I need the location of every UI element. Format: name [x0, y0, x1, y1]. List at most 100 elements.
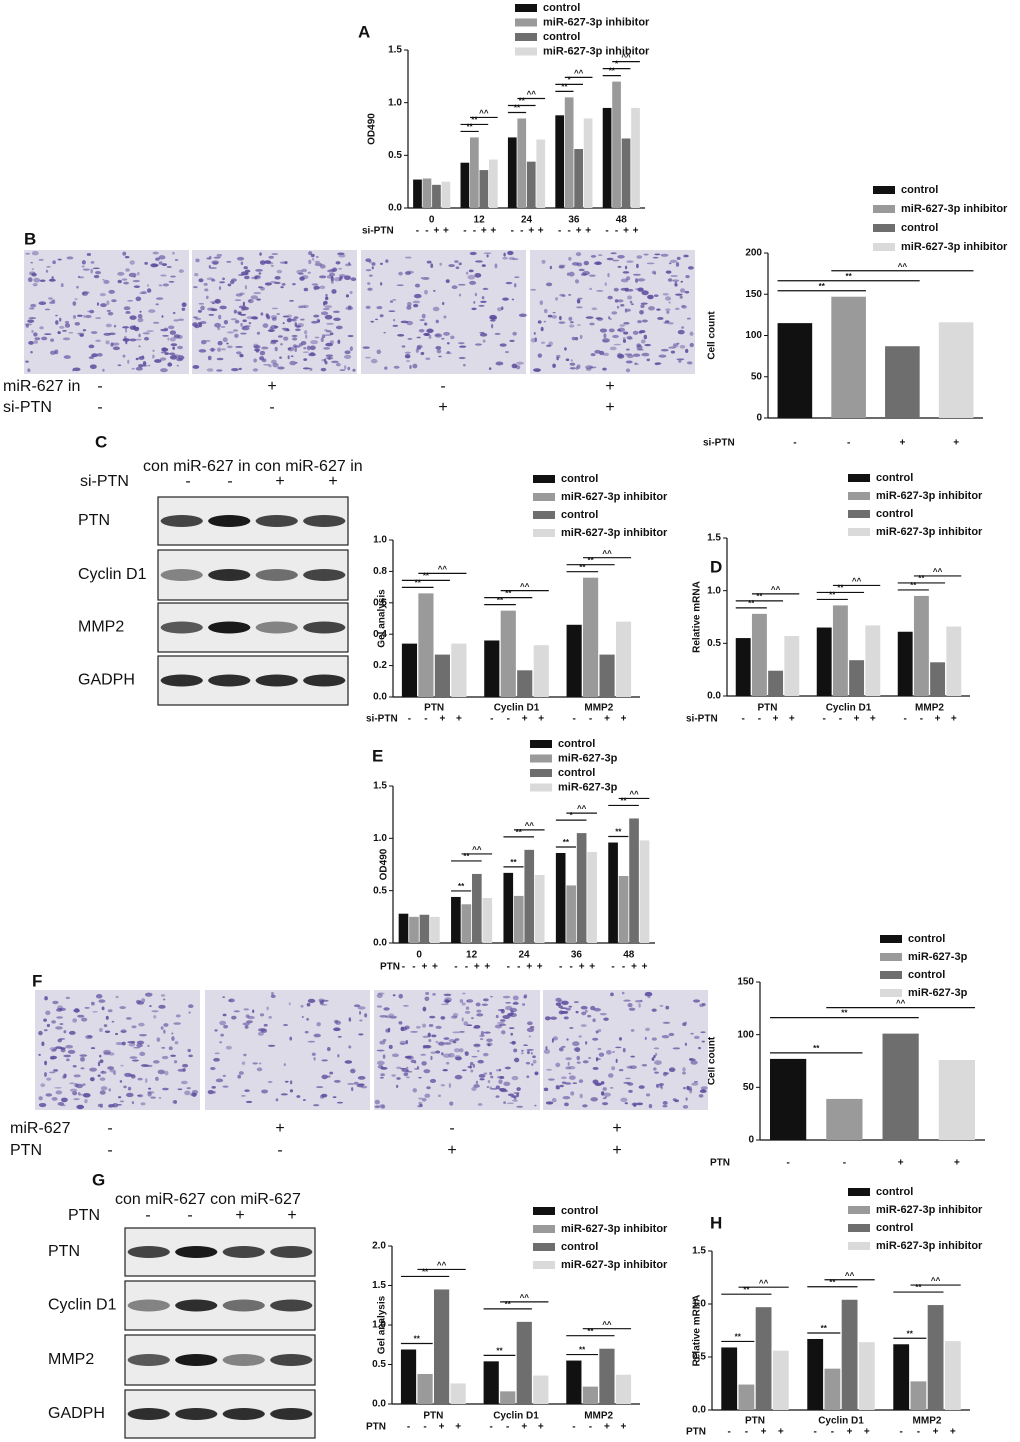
cell [226, 260, 232, 263]
cell [435, 319, 439, 324]
cell [478, 304, 485, 307]
cell [488, 367, 492, 371]
cell [448, 1052, 455, 1058]
cell [137, 314, 143, 319]
cell [170, 275, 176, 278]
cell [314, 262, 323, 267]
cell [681, 326, 685, 329]
cell [550, 1016, 557, 1020]
cell [592, 1018, 596, 1023]
cell [301, 268, 308, 273]
significance-label: ** [415, 578, 422, 587]
cell [602, 367, 607, 371]
cell [87, 310, 90, 313]
bar [807, 1338, 824, 1410]
legend-swatch [530, 740, 552, 748]
cell [348, 1017, 352, 1022]
cell [270, 341, 277, 345]
cell [404, 271, 412, 276]
cell [217, 340, 223, 346]
cell [620, 287, 628, 291]
cell [685, 275, 690, 279]
cell [659, 1004, 664, 1007]
micrograph [24, 250, 189, 374]
cell [195, 317, 202, 321]
cell [175, 1014, 181, 1018]
cell [338, 254, 346, 258]
cell [329, 340, 334, 345]
cell [438, 355, 442, 358]
cell [465, 271, 469, 275]
bar [885, 346, 920, 418]
cell [600, 1081, 605, 1085]
y-tick-label: 0.5 [372, 1359, 386, 1370]
cell [43, 1018, 47, 1022]
condition-sign: - [615, 226, 618, 237]
cell [85, 314, 92, 319]
cell [329, 332, 334, 336]
condition-sign: + [854, 714, 860, 725]
condition-label: si-PTN [366, 714, 398, 725]
bar [517, 118, 527, 208]
cell [235, 345, 243, 348]
bar [517, 670, 533, 697]
y-tick-label: 1.0 [707, 585, 721, 596]
cell [168, 325, 175, 330]
cell [333, 1019, 339, 1024]
cell [545, 282, 553, 287]
cell [110, 342, 114, 347]
cell [404, 1055, 412, 1059]
cell [256, 1067, 263, 1072]
cell [324, 334, 332, 336]
cell [97, 1074, 101, 1078]
cell [138, 345, 141, 348]
cell [331, 289, 337, 294]
cell [436, 349, 442, 354]
cell [55, 314, 58, 317]
cell [313, 1057, 316, 1061]
cell [589, 287, 593, 291]
panel-letter: A [358, 22, 370, 41]
cell [80, 1056, 86, 1062]
blot-band [270, 1354, 313, 1366]
cell [350, 1087, 354, 1092]
cell [690, 1060, 698, 1065]
cell [525, 1061, 531, 1065]
condition-sign: - [425, 226, 428, 237]
cell [428, 1024, 434, 1027]
x-tick-label: 12 [474, 215, 486, 226]
cell [108, 1103, 115, 1108]
cell [511, 363, 518, 369]
cell [273, 325, 279, 328]
cell [207, 355, 212, 361]
condition-sign: - [567, 226, 570, 237]
cell [62, 337, 71, 341]
y-tick-label: 1.5 [373, 781, 387, 792]
cell [450, 1015, 458, 1019]
y-tick-label: 0.5 [388, 150, 402, 161]
cell [509, 1007, 518, 1013]
row-sign: + [612, 1142, 621, 1159]
bar [507, 137, 517, 208]
cell [62, 329, 67, 332]
cell [574, 1047, 581, 1053]
cell [181, 307, 186, 311]
cell [73, 1008, 81, 1013]
blot-band [222, 1354, 265, 1366]
cell [471, 1017, 474, 1020]
cell [264, 282, 272, 286]
cell [49, 1047, 58, 1051]
x-tick-label: 0 [416, 950, 422, 961]
cell [648, 306, 655, 311]
condition-sign: - [465, 962, 468, 973]
cell [498, 1068, 502, 1072]
cell [590, 255, 597, 258]
cell [443, 1042, 452, 1045]
cell [424, 996, 430, 1002]
cell [413, 303, 419, 308]
cell [282, 315, 289, 318]
cell [25, 252, 30, 255]
cell [405, 360, 411, 362]
cell [227, 345, 233, 349]
cell [261, 1089, 269, 1094]
